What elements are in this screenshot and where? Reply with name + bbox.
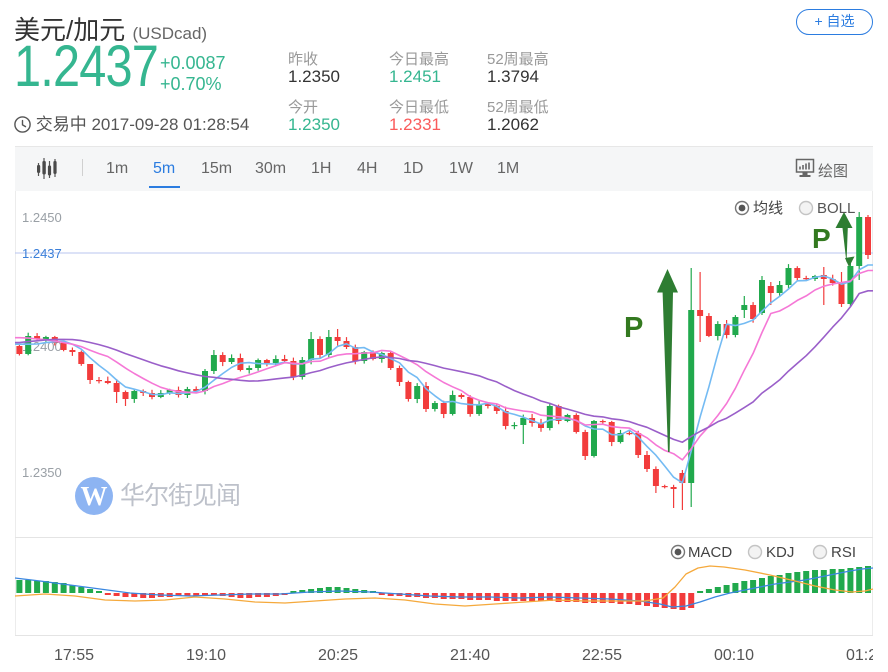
svg-text:21:40: 21:40 — [450, 647, 490, 664]
svg-text:P: P — [624, 312, 643, 344]
svg-text:19:10: 19:10 — [186, 647, 226, 664]
svg-text:17:55: 17:55 — [54, 647, 94, 664]
svg-text:RSI: RSI — [831, 544, 856, 561]
svg-text:均线: 均线 — [753, 200, 783, 217]
svg-text:1.2350: 1.2350 — [22, 465, 62, 480]
svg-text:W: W — [81, 481, 108, 511]
svg-text:1.2450: 1.2450 — [22, 210, 62, 225]
svg-text:KDJ: KDJ — [766, 544, 794, 561]
svg-text:MACD: MACD — [688, 544, 732, 561]
svg-text:华尔街见闻: 华尔街见闻 — [120, 482, 240, 510]
svg-text:01:25: 01:25 — [846, 647, 886, 664]
svg-text:00:10: 00:10 — [714, 647, 754, 664]
svg-text:BOLL: BOLL — [817, 200, 855, 217]
svg-text:22:55: 22:55 — [582, 647, 622, 664]
svg-text:P: P — [812, 223, 831, 254]
svg-text:20:25: 20:25 — [318, 647, 358, 664]
svg-text:1.2437: 1.2437 — [22, 246, 62, 261]
